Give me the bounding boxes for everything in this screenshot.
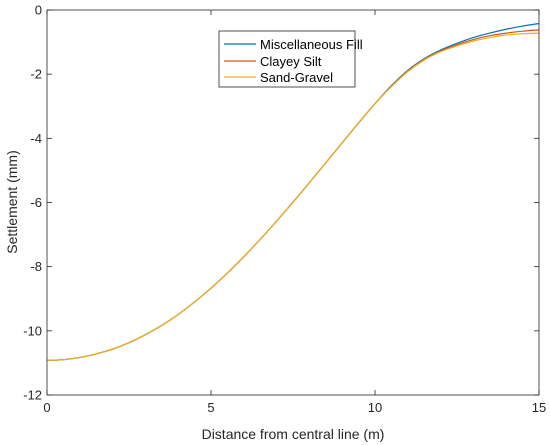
series-line-sand-gravel [46, 32, 540, 361]
y-axis-label: Settlement (mm) [4, 150, 20, 253]
series-layer [46, 22, 540, 361]
y-tick-label: -4 [30, 131, 42, 146]
y-tick-label: -12 [23, 388, 42, 403]
ticks-layer: 0 5 10 15 0 -2 -4 -6 -8 -10 -12 [23, 3, 546, 416]
x-tick-label: 10 [368, 400, 382, 415]
legend-label-sand-gravel: Sand-Gravel [260, 70, 333, 85]
legend-label-clayey-silt: Clayey Silt [260, 54, 322, 69]
x-tick-label: 5 [207, 400, 214, 415]
y-tick-label: -2 [30, 67, 42, 82]
y-tick-label: -6 [30, 195, 42, 210]
x-tick-label: 15 [532, 400, 546, 415]
y-tick-label: -10 [23, 323, 42, 338]
y-tick-label: -8 [30, 259, 42, 274]
legend: Miscellaneous Fill Clayey Silt Sand-Grav… [218, 30, 363, 88]
legend-label-miscellaneous-fill: Miscellaneous Fill [260, 37, 363, 52]
y-tick-label: 0 [35, 3, 42, 18]
legend-box [218, 30, 356, 88]
x-axis-label: Distance from central line (m) [202, 426, 385, 442]
x-tick-label: 0 [43, 400, 50, 415]
